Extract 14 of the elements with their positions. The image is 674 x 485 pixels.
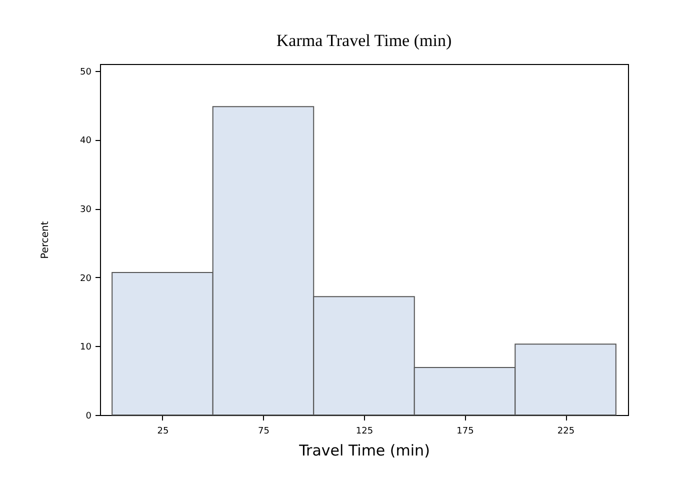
y-axis-title: Percent	[40, 221, 52, 259]
y-tick-label: 50	[80, 67, 92, 78]
x-axis-title: Travel Time (min)	[298, 442, 430, 460]
x-tick-label: 125	[356, 426, 374, 436]
y-tick-label: 40	[80, 136, 92, 146]
y-tick-label: 0	[86, 412, 92, 422]
chart-title: Karma Travel Time (min)	[276, 31, 452, 50]
x-tick-label: 75	[258, 426, 270, 436]
y-tick-label: 10	[80, 342, 92, 353]
y-tick-label: 20	[80, 274, 92, 284]
x-tick-label: 225	[557, 426, 575, 436]
y-tick-label: 30	[80, 205, 92, 216]
x-tick-label: 175	[456, 426, 474, 436]
x-tick-label: 25	[157, 426, 169, 436]
